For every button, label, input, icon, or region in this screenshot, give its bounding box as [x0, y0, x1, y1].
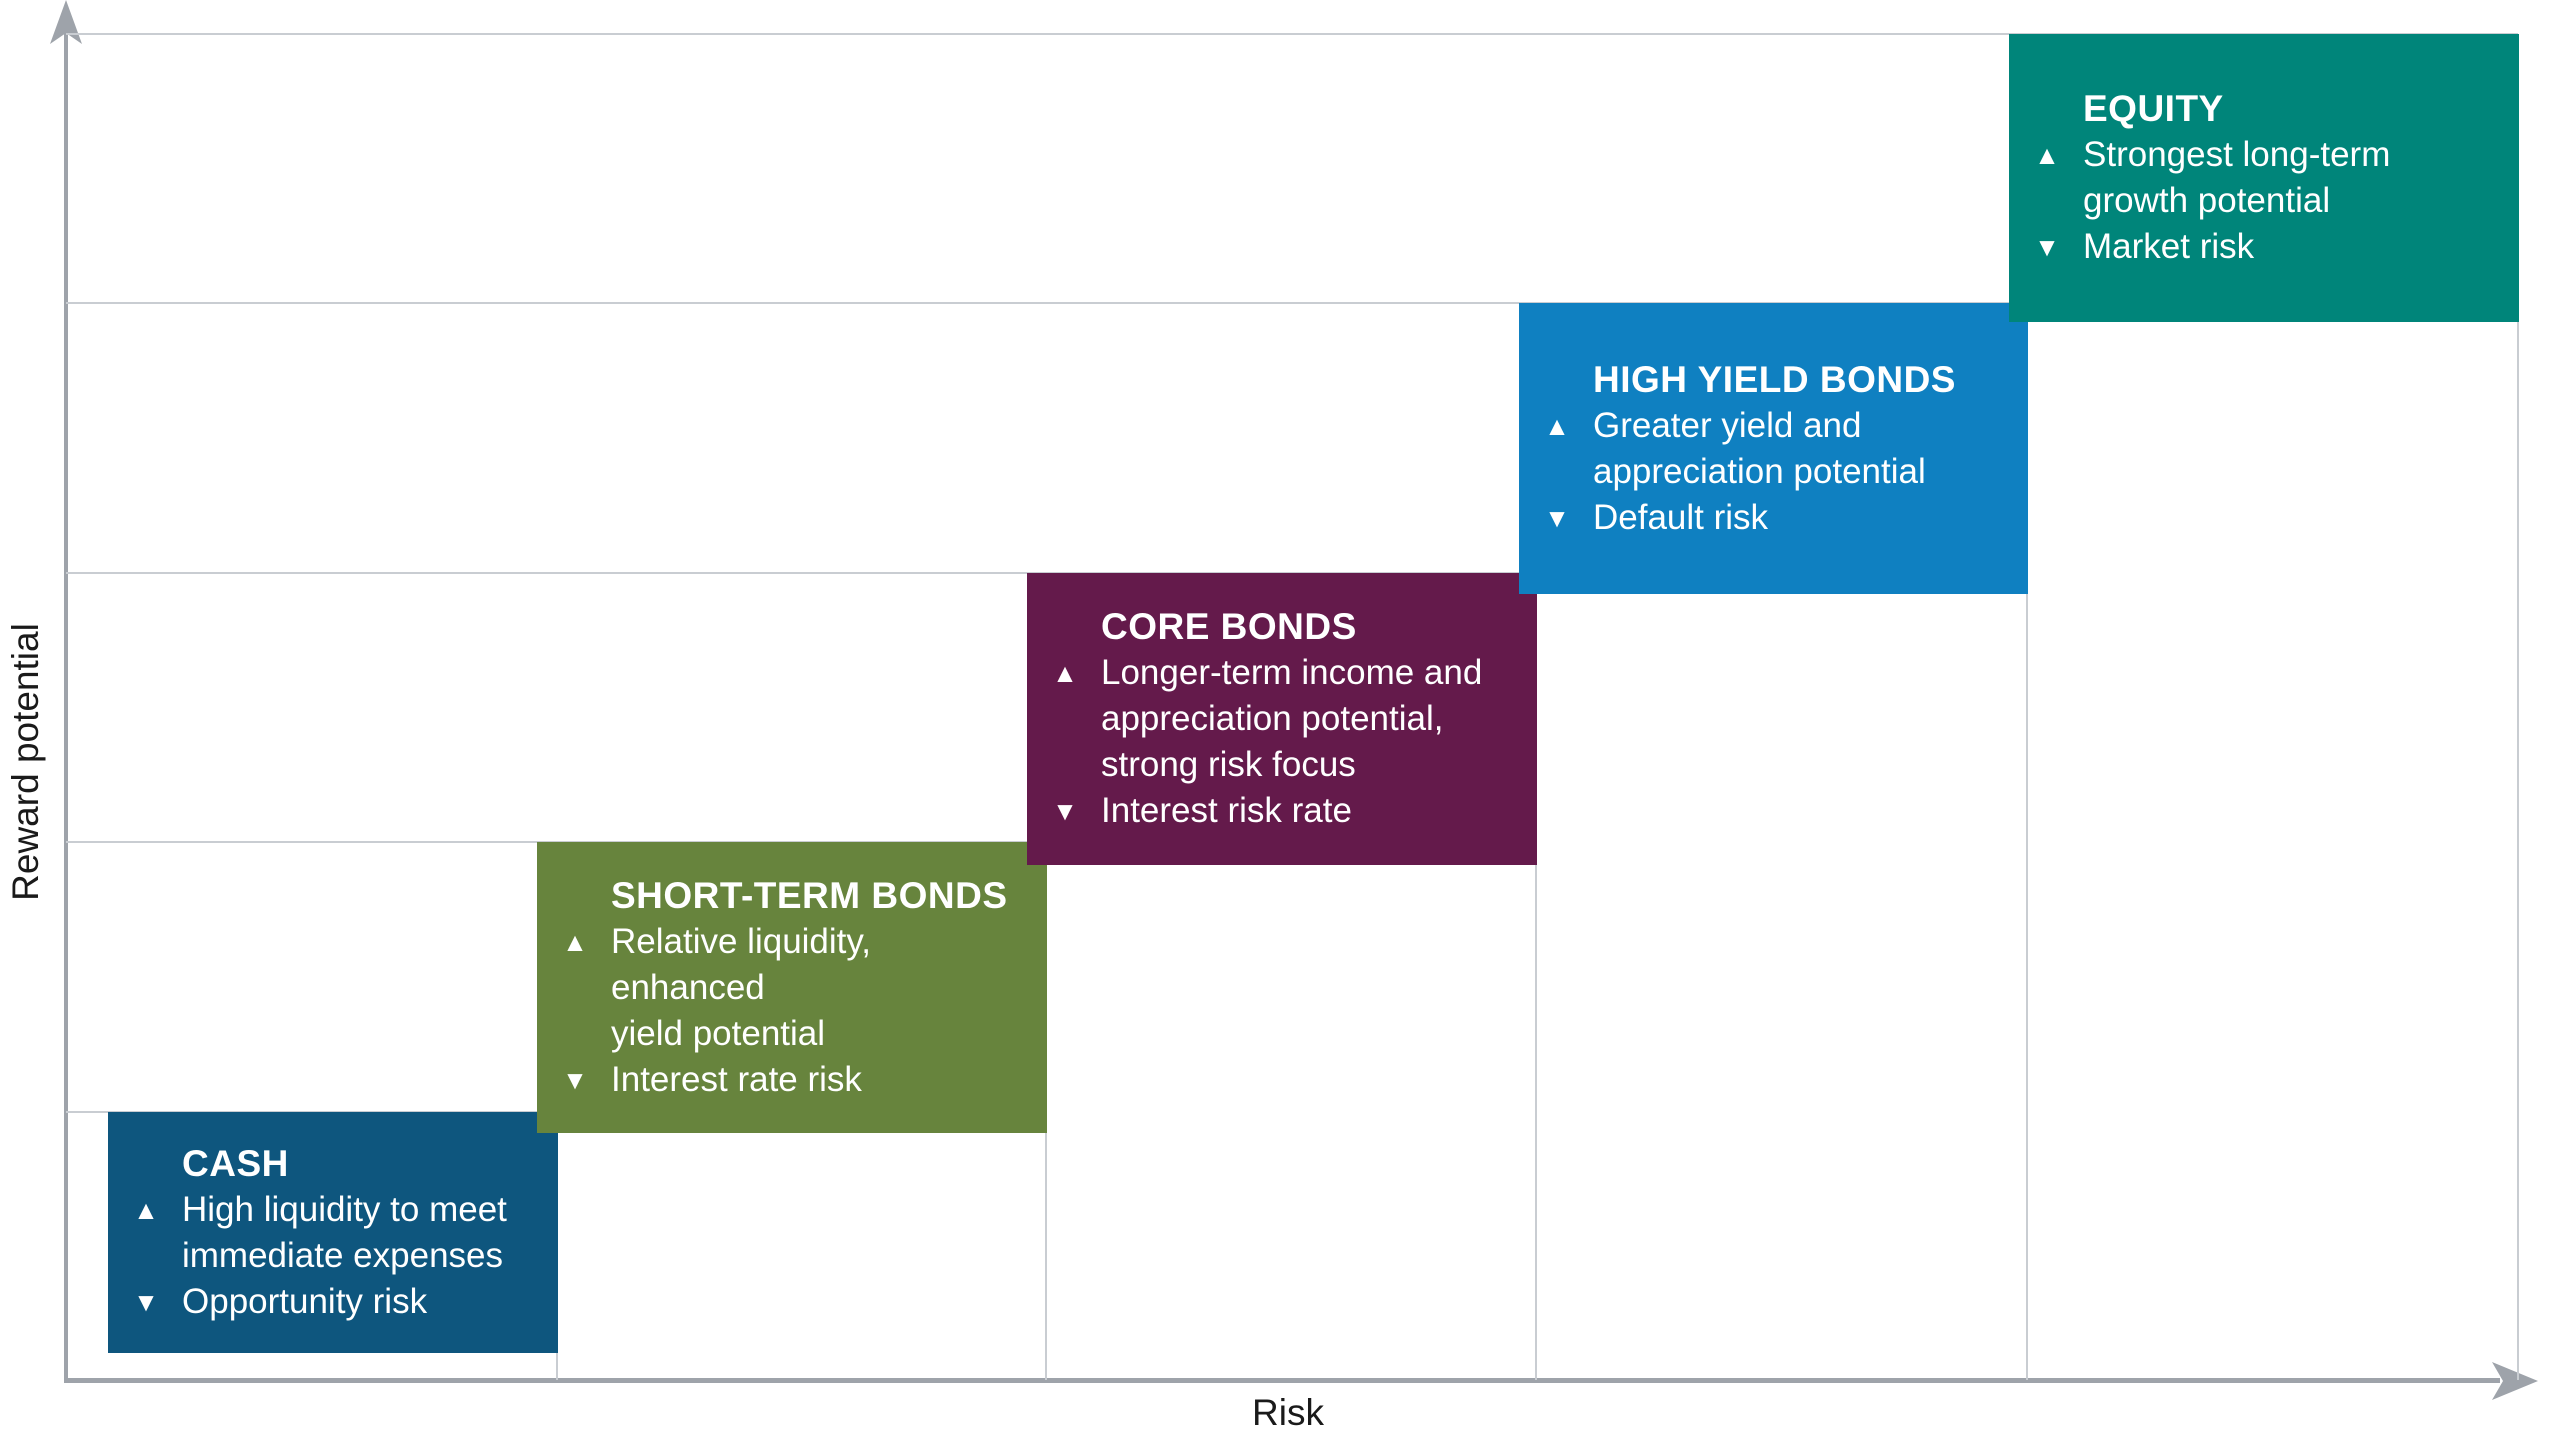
up-triangle-icon: ▲ [1052, 658, 1078, 688]
reward-text: High liquidity to meet immediate expense… [182, 1189, 507, 1275]
risk-bullet: ▼ Market risk [2025, 224, 2503, 270]
risk-text: Interest rate risk [611, 1059, 862, 1099]
gridline-horizontal-equity [66, 33, 2518, 35]
asset-box-core-bonds: CORE BONDS ▲ Longer-term income and appr… [1027, 573, 1537, 865]
reward-text: Greater yield and appreciation potential [1593, 405, 1926, 491]
down-triangle-icon: ▼ [562, 1064, 588, 1095]
asset-box-title: HIGH YIELD BONDS [1593, 358, 1956, 400]
risk-text: Opportunity risk [182, 1281, 428, 1321]
asset-box-cash: CASH ▲ High liquidity to meet immediate … [108, 1112, 558, 1353]
up-triangle-icon: ▲ [1544, 410, 1570, 441]
asset-box-high-yield-bonds: HIGH YIELD BONDS ▲ Greater yield and app… [1519, 303, 2028, 594]
reward-text: Relative liquidity, enhanced yield poten… [611, 921, 872, 1053]
gridline-vertical-short-term [1045, 1133, 1047, 1380]
gridline-vertical-cash [556, 1352, 558, 1380]
down-triangle-icon: ▼ [1052, 796, 1078, 826]
y-axis-arrow-icon [50, 0, 82, 44]
up-triangle-icon: ▲ [562, 926, 588, 957]
up-triangle-icon: ▲ [2034, 140, 2060, 170]
reward-bullet: ▲ High liquidity to meet immediate expen… [124, 1187, 542, 1279]
risk-text: Interest risk rate [1101, 791, 1352, 830]
risk-text: Default risk [1593, 497, 1769, 537]
reward-bullet: ▲ Relative liquidity, enhanced yield pot… [553, 919, 1031, 1057]
reward-text: Strongest long-term growth potential [2083, 135, 2391, 220]
reward-bullet: ▲ Strongest long-term growth potential [2025, 132, 2503, 224]
x-axis-arrow-icon [2492, 1362, 2538, 1400]
asset-box-title: EQUITY [2083, 88, 2224, 129]
reward-bullet: ▲ Longer-term income and appreciation po… [1043, 650, 1521, 788]
gridline-horizontal-high-yield [66, 302, 2027, 304]
down-triangle-icon: ▼ [133, 1286, 159, 1317]
risk-bullet: ▼ Interest rate risk [553, 1057, 1031, 1103]
gridline-vertical-core [1535, 865, 1537, 1380]
reward-text: Longer-term income and appreciation pote… [1101, 653, 1483, 784]
reward-bullet: ▲ Greater yield and appreciation potenti… [1535, 403, 2012, 495]
x-axis [64, 1378, 2500, 1383]
y-axis [64, 18, 68, 1382]
risk-bullet: ▼ Default risk [1535, 495, 2012, 541]
risk-text: Market risk [2083, 227, 2255, 266]
risk-bullet: ▼ Interest risk rate [1043, 788, 1521, 834]
asset-box-equity: EQUITY ▲ Strongest long-term growth pote… [2009, 34, 2519, 322]
y-axis-label: Reward potential [5, 623, 46, 901]
x-axis-label: Risk [1252, 1392, 1324, 1433]
asset-box-title: CORE BONDS [1101, 606, 1357, 647]
asset-box-title: CASH [182, 1142, 289, 1184]
asset-box-short-term-bonds: SHORT-TERM BONDS ▲ Relative liquidity, e… [537, 842, 1047, 1133]
risk-bullet: ▼ Opportunity risk [124, 1279, 542, 1325]
gridline-vertical-high-yield [2026, 594, 2028, 1380]
down-triangle-icon: ▼ [2034, 232, 2060, 262]
gridline-vertical-equity [2517, 322, 2519, 1380]
asset-box-title: SHORT-TERM BONDS [611, 874, 1008, 916]
down-triangle-icon: ▼ [1544, 502, 1570, 533]
gridline-horizontal-core [66, 572, 1536, 574]
up-triangle-icon: ▲ [133, 1194, 159, 1225]
